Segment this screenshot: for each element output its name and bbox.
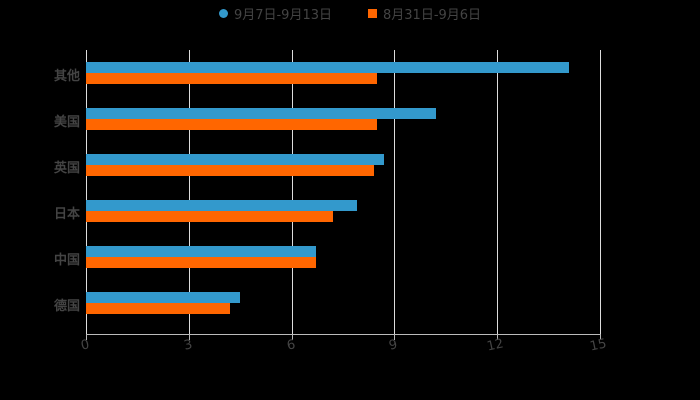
bar-previous-week[interactable] (86, 211, 333, 222)
axis-tick-label: 3 (182, 337, 194, 354)
gridline (600, 50, 601, 335)
bar-previous-week[interactable] (86, 119, 377, 130)
bar-previous-week[interactable] (86, 303, 230, 314)
category-label: 美国 (53, 115, 80, 130)
category-label: 其他 (53, 69, 80, 84)
category-label: 日本 (53, 207, 80, 222)
bar-current-week[interactable] (86, 108, 436, 119)
legend: 9月7日-9月13日 8月31日-9月6日 (0, 4, 700, 23)
legend-label: 9月7日-9月13日 (233, 7, 332, 23)
axis-tick (394, 334, 395, 340)
bar-current-week[interactable] (86, 154, 384, 165)
axis-tick-label: 0 (79, 337, 91, 354)
axis-tick (497, 334, 498, 340)
axis-tick-label: 9 (387, 337, 399, 354)
gridline (394, 50, 395, 335)
legend-circle-icon (218, 8, 228, 18)
legend-item-series-1[interactable]: 9月7日-9月13日 (218, 4, 332, 23)
bar-current-week[interactable] (86, 62, 569, 73)
gridline (497, 50, 498, 335)
bar-previous-week[interactable] (86, 165, 374, 176)
legend-square-icon (368, 8, 377, 18)
bar-current-week[interactable] (86, 246, 316, 257)
x-axis-line (86, 334, 601, 335)
bar-previous-week[interactable] (86, 73, 377, 84)
axis-tick-label: 12 (485, 336, 505, 355)
axis-tick (189, 334, 190, 340)
category-label: 德国 (53, 299, 80, 314)
gridline (86, 50, 87, 335)
axis-tick (292, 334, 293, 340)
axis-tick (86, 334, 87, 340)
category-label: 英国 (53, 161, 80, 176)
axis-tick-label: 6 (285, 337, 297, 354)
legend-item-series-2[interactable]: 8月31日-9月6日 (368, 4, 482, 23)
bar-current-week[interactable] (86, 200, 357, 211)
gridline (189, 50, 190, 335)
axis-tick (600, 334, 601, 340)
bar-previous-week[interactable] (86, 257, 316, 268)
gridline (292, 50, 293, 335)
category-label: 中国 (53, 253, 80, 268)
axis-tick-label: 15 (588, 336, 608, 355)
legend-label: 8月31日-9月6日 (383, 7, 482, 23)
bar-current-week[interactable] (86, 292, 240, 303)
